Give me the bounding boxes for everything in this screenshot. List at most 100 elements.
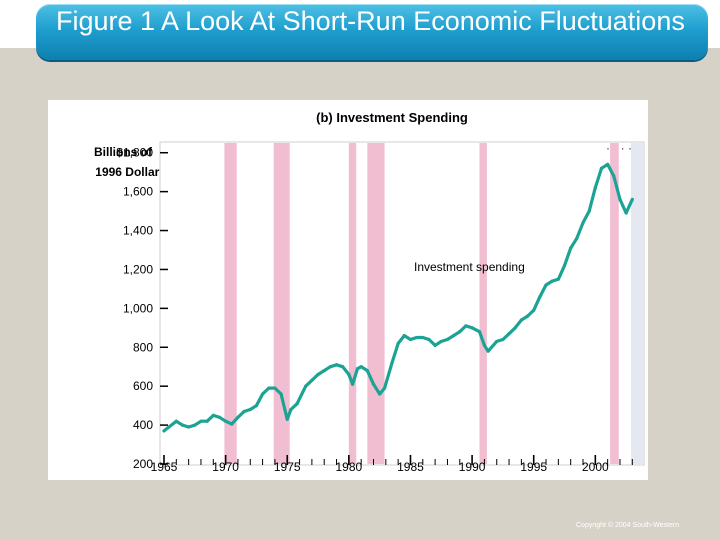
data-point-1 <box>174 419 178 423</box>
y-axis-label-line1: Billions of <box>94 145 153 159</box>
x-tick-label-5: 1990 <box>459 460 486 474</box>
data-point-35 <box>378 392 382 396</box>
data-point-41 <box>415 335 419 340</box>
data-point-56 <box>507 332 511 336</box>
data-point-30 <box>350 382 355 386</box>
data-point-0 <box>162 429 166 433</box>
data-point-45 <box>439 339 443 344</box>
data-point-72 <box>606 162 610 166</box>
data-point-15 <box>260 392 265 396</box>
data-point-33 <box>365 369 369 373</box>
data-point-74 <box>618 197 622 202</box>
investment-chart: (b) Investment Spending Billions of 1996… <box>94 110 645 474</box>
y-tick-label-6: 600 <box>133 379 153 393</box>
data-point-76 <box>630 197 634 202</box>
data-point-63 <box>550 279 554 283</box>
data-point-4 <box>193 423 197 427</box>
data-point-49 <box>464 324 468 328</box>
x-tick-label-7: 2000 <box>582 460 609 474</box>
data-point-75 <box>624 211 628 215</box>
x-tick-label-1: 1970 <box>212 460 239 474</box>
y-axis-label-line2: 1996 Dollars <box>95 165 166 179</box>
data-point-60 <box>532 308 536 312</box>
slide-title: Figure 1 A Look At Short-Run Economic Fl… <box>56 6 685 36</box>
x-tick-label-2: 1975 <box>274 460 301 474</box>
data-point-27 <box>334 363 339 367</box>
data-point-73 <box>612 174 616 178</box>
data-point-10 <box>230 422 234 426</box>
data-point-68 <box>581 221 585 225</box>
recession-band-1 <box>273 143 290 464</box>
data-point-3 <box>187 425 191 429</box>
data-point-16 <box>267 386 271 390</box>
data-point-23 <box>310 378 314 382</box>
data-point-2 <box>180 423 185 427</box>
data-point-24 <box>316 372 320 377</box>
data-point-64 <box>556 277 560 281</box>
recession-band-2 <box>348 143 357 464</box>
data-point-59 <box>525 314 530 318</box>
data-point-48 <box>458 330 462 334</box>
data-point-37 <box>390 361 394 365</box>
data-point-18 <box>279 392 283 396</box>
data-point-43 <box>427 337 431 342</box>
data-point-7 <box>211 413 215 417</box>
y-tick-label-2: 1,400 <box>123 224 153 238</box>
data-point-32 <box>359 365 363 369</box>
data-point-40 <box>408 337 413 342</box>
data-point-51 <box>477 330 482 334</box>
data-point-5 <box>199 419 203 423</box>
data-point-67 <box>575 236 579 240</box>
data-point-6 <box>205 419 209 423</box>
data-point-44 <box>433 343 437 347</box>
data-point-25 <box>322 369 326 373</box>
data-point-55 <box>501 337 505 342</box>
data-point-21 <box>295 402 299 406</box>
data-point-58 <box>519 318 523 322</box>
y-tick-label-4: 1,000 <box>123 301 153 315</box>
data-point-50 <box>470 326 474 330</box>
data-point-28 <box>341 365 345 369</box>
data-point-11 <box>236 415 240 419</box>
data-point-46 <box>445 337 450 342</box>
x-tick-label-6: 1995 <box>520 460 547 474</box>
title-bar <box>36 4 708 60</box>
y-tick-label-3: 1,200 <box>123 262 153 276</box>
recession-band-4 <box>479 143 487 464</box>
series-annotation: Investment spending <box>414 260 525 274</box>
y-tick-label-8: 200 <box>133 457 153 471</box>
data-point-39 <box>402 334 406 338</box>
x-tick-label-3: 1980 <box>336 460 363 474</box>
y-tick-label-0: $1,800 <box>116 146 153 160</box>
data-point-26 <box>328 365 332 369</box>
data-point-20 <box>289 407 293 412</box>
data-point-61 <box>538 295 542 299</box>
data-point-14 <box>254 404 259 408</box>
projection-band <box>631 143 643 464</box>
chart-subtitle: (b) Investment Spending <box>316 110 468 125</box>
data-point-54 <box>495 339 499 344</box>
recession-band-0 <box>224 143 237 464</box>
projection-dots: · · · · <box>606 141 632 155</box>
y-tick-label-5: 800 <box>133 340 153 354</box>
data-point-34 <box>371 382 376 386</box>
y-tick-label-1: 1,600 <box>123 185 153 199</box>
data-point-17 <box>273 386 277 390</box>
data-point-22 <box>304 384 308 388</box>
data-point-66 <box>569 246 573 250</box>
x-tick-label-0: 1965 <box>151 460 178 474</box>
data-point-31 <box>355 367 360 371</box>
recession-band-5 <box>610 143 619 464</box>
data-point-29 <box>347 372 351 377</box>
data-point-47 <box>452 334 456 338</box>
axes: $1,8001,6001,4001,2001,00080060040020019… <box>116 146 633 474</box>
data-point-38 <box>396 341 400 345</box>
data-point-12 <box>242 409 246 414</box>
data-point-57 <box>513 326 517 330</box>
data-point-36 <box>382 386 387 390</box>
data-point-13 <box>248 407 252 412</box>
copyright-notice: Copyright © 2004 South-Western <box>576 522 680 529</box>
data-point-19 <box>285 417 289 421</box>
chart-panel: (b) Investment Spending Billions of 1996… <box>48 100 648 480</box>
data-point-65 <box>562 263 567 268</box>
